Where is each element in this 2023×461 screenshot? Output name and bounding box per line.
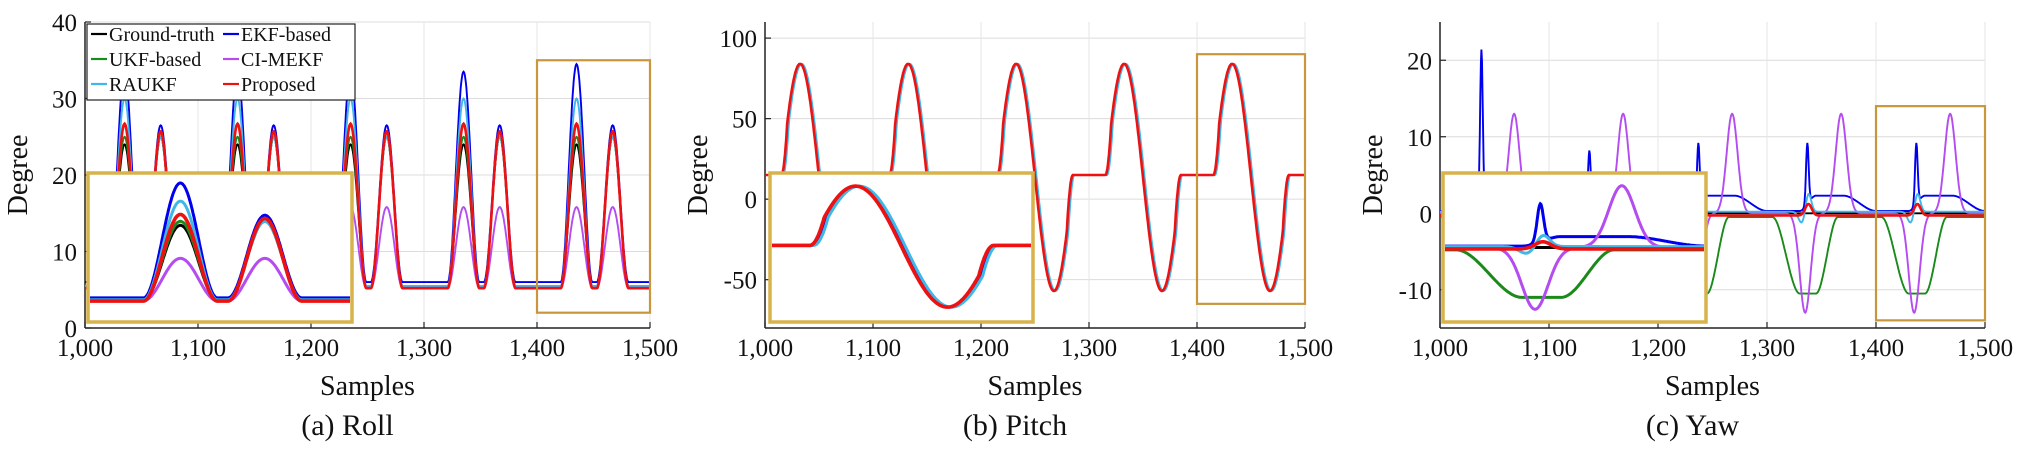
x-axis-label: Samples — [1665, 371, 1760, 402]
inset-series-line-proposed — [90, 212, 350, 303]
x-tick-label: 1,000 — [57, 335, 113, 362]
panel-caption: (b) Pitch — [963, 409, 1067, 442]
y-tick-label: 50 — [732, 107, 757, 134]
roll-panel: 1,000 1,100 1,200 1,300 1,400 1,500 0 10 20 30 40 S… — [3, 10, 678, 442]
y-tick-label: 30 — [52, 87, 77, 114]
y-tick-label: 40 — [52, 10, 77, 37]
x-tick-label: 1,500 — [1277, 335, 1333, 362]
y-tick-label: 20 — [52, 163, 77, 190]
x-tick-label: 1,000 — [1412, 335, 1468, 362]
x-tick-label: 1,200 — [283, 335, 339, 362]
y-tick-label: 100 — [720, 26, 758, 53]
yaw-panel: 1,000 1,100 1,200 1,300 1,400 1,500 -10 0 10 20 Sa… — [1358, 22, 2013, 442]
y-tick-label: 10 — [52, 240, 77, 267]
inset-plot — [1445, 184, 1704, 311]
y-tick-label: 0 — [745, 187, 758, 214]
x-tick-label: 1,400 — [1848, 335, 1904, 362]
inset-series-line-raukf — [1445, 233, 1704, 255]
x-tick-label: 1,100 — [845, 335, 901, 362]
legend: Ground-truth EKF-based UKF-based CI-MEKF RAU… — [86, 23, 356, 101]
legend-box — [86, 23, 356, 101]
x-tick-label: 1,200 — [953, 335, 1009, 362]
y-tick-label: 0 — [1420, 201, 1433, 228]
legend-entry: UKF-based — [109, 49, 201, 71]
inset-plot — [772, 184, 1031, 309]
x-tick-label: 1,300 — [1739, 335, 1795, 362]
y-tick-label: 0 — [65, 316, 78, 343]
pitch-panel: 1,000 1,100 1,200 1,300 1,400 1,500 -50 0 50 100 S… — [683, 22, 1333, 442]
panel-caption: (a) Roll — [301, 409, 393, 442]
x-tick-label: 1,400 — [509, 335, 565, 362]
x-tick-label: 1,100 — [170, 335, 226, 362]
x-tick-label: 1,300 — [1061, 335, 1117, 362]
x-tick-label: 1,000 — [737, 335, 793, 362]
x-tick-label: 1,300 — [396, 335, 452, 362]
inset-series-line-ekf-based — [90, 181, 350, 300]
y-tick-label: 10 — [1407, 125, 1432, 152]
inset-plot — [90, 181, 350, 303]
zoom-region-box — [1874, 105, 1987, 322]
x-tick-label: 1,500 — [622, 335, 678, 362]
legend-entry: RAUKF — [109, 74, 177, 96]
panel-caption: (c) Yaw — [1646, 409, 1740, 442]
x-tick-label: 1,100 — [1521, 335, 1577, 362]
zoom-region-box — [1195, 53, 1307, 305]
x-tick-label: 1,200 — [1630, 335, 1686, 362]
legend-entry: CI-MEKF — [241, 49, 323, 71]
x-tick-label: 1,400 — [1169, 335, 1225, 362]
legend-entry: Ground-truth — [109, 24, 215, 46]
y-axis-label: Degree — [683, 135, 714, 216]
y-tick-label: -10 — [1399, 278, 1432, 305]
x-axis-label: Samples — [988, 371, 1083, 402]
y-tick-label: 20 — [1407, 48, 1432, 75]
inset-series-line-proposed — [772, 184, 1031, 309]
legend-entry: EKF-based — [241, 24, 331, 46]
y-axis-label: Degree — [3, 135, 34, 216]
x-tick-label: 1,500 — [1957, 335, 2013, 362]
y-tick-label: -50 — [724, 268, 757, 295]
inset-series-line-proposed — [1445, 240, 1704, 251]
legend-entry: Proposed — [241, 74, 315, 96]
zoom-region-box — [535, 59, 652, 314]
y-axis-label: Degree — [1358, 135, 1389, 216]
x-axis-label: Samples — [320, 371, 415, 402]
